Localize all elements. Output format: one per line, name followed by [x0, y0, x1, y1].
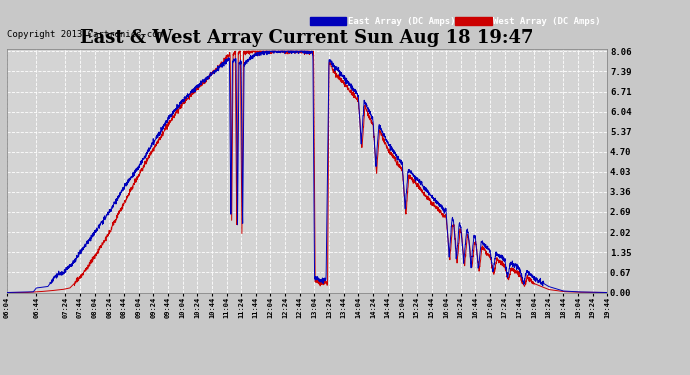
Title: East & West Array Current Sun Aug 18 19:47: East & West Array Current Sun Aug 18 19:… [80, 29, 534, 47]
Legend: East Array (DC Amps), West Array (DC Amps): East Array (DC Amps), West Array (DC Amp… [308, 15, 602, 28]
Text: Copyright 2013 Cartronics.com: Copyright 2013 Cartronics.com [7, 30, 163, 39]
